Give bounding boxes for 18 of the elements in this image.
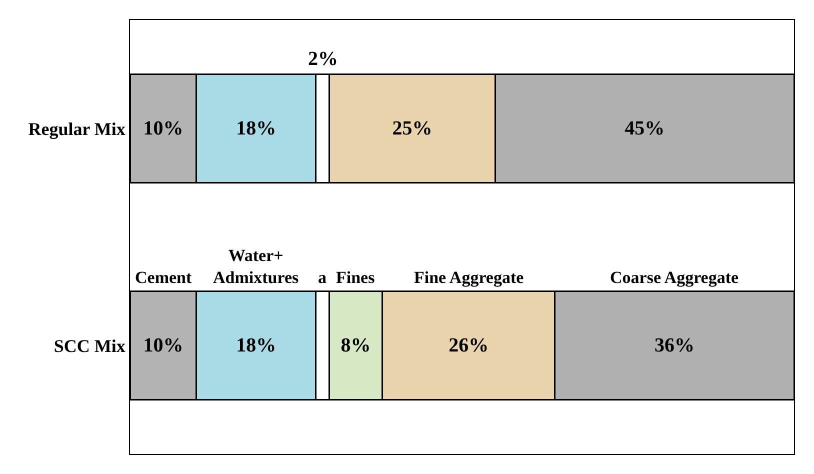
data-label: 2% [308,48,338,70]
data-label: 8% [340,334,371,356]
series-label: Cement [135,268,192,287]
data-label: 10% [143,118,184,140]
series-label: a [318,268,327,287]
series-label: Fines [336,268,376,287]
y-tick-label: SCC Mix [54,336,126,356]
data-label: 18% [236,118,276,140]
data-label: 25% [392,118,432,140]
data-label: 18% [236,334,276,356]
data-label: 36% [654,334,694,356]
y-tick-label: Regular Mix [28,118,126,139]
series-label: Coarse Aggregate [610,268,740,287]
series-label: Water+ Admixtures [213,246,300,288]
series-label: Fine Aggregate [414,268,524,287]
data-label: 10% [143,334,184,356]
data-label: 26% [448,334,489,356]
data-label: 45% [624,118,665,140]
